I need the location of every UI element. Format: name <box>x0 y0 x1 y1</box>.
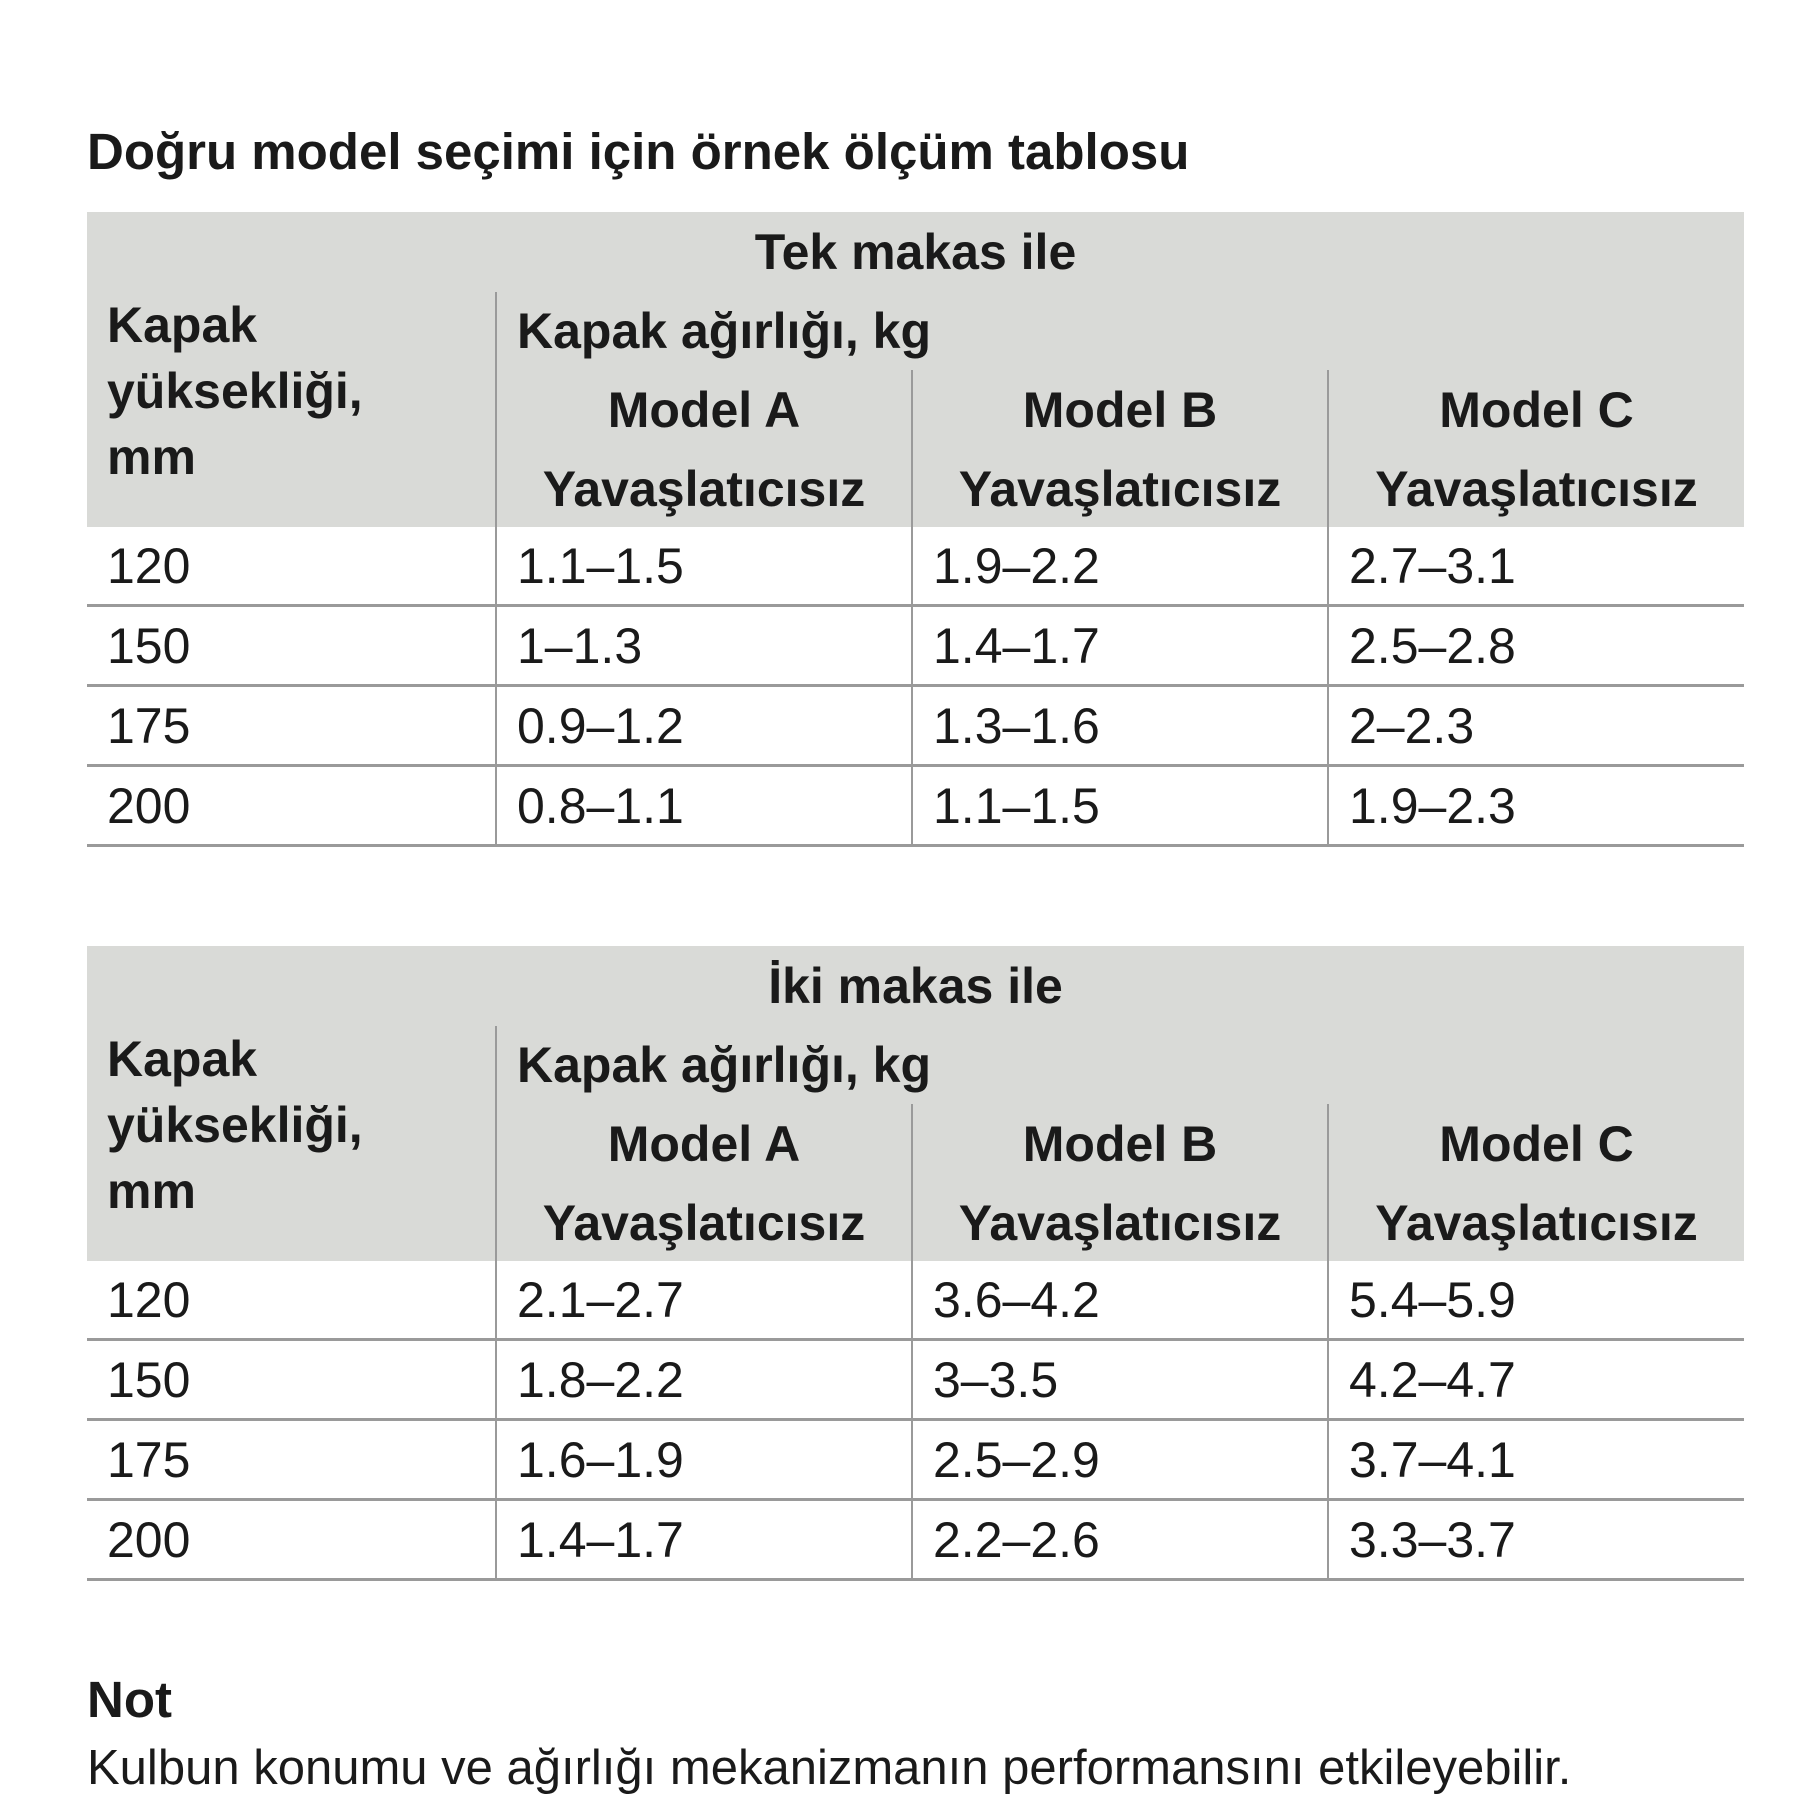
weight-range-cell: 3.6–4.2 <box>911 1261 1328 1341</box>
table-row: 175 1.6–1.9 2.5–2.9 3.7–4.1 <box>87 1419 1745 1501</box>
height-cell: 120 <box>87 1261 496 1341</box>
model-header: Model C <box>1326 370 1745 450</box>
weight-range-cell: 2.7–3.1 <box>1326 527 1745 607</box>
weight-range-cell: 1.9–2.3 <box>1326 765 1745 847</box>
single-hinge-table: Tek makas ile Kapak yüksekliği, mm Kapak ağı… <box>87 212 1745 847</box>
model-header: Model C <box>1326 1104 1745 1184</box>
model-header: Model B <box>911 1104 1328 1184</box>
header-line: yüksekliği, <box>107 1097 363 1153</box>
weight-range-cell: 2.2–2.6 <box>911 1499 1328 1581</box>
subheader-without-damper: Yavaşlatıcısız <box>495 1184 912 1261</box>
height-cell: 175 <box>87 1419 496 1501</box>
weight-range-cell: 1.1–1.5 <box>495 527 912 607</box>
model-header: Model A <box>495 370 912 450</box>
height-cell: 120 <box>87 527 496 607</box>
weight-header: Kapak ağırlığı, kg <box>494 292 1745 370</box>
note-text: Kulbun konumu ve ağırlığı mekanizmanın p… <box>87 1741 1572 1795</box>
weight-range-cell: 3–3.5 <box>911 1339 1328 1421</box>
header-line: Kapak <box>107 297 258 353</box>
weight-range-cell: 3.7–4.1 <box>1326 1419 1745 1501</box>
weight-range-cell: 1–1.3 <box>495 605 912 687</box>
subheader-without-damper: Yavaşlatıcısız <box>911 1184 1328 1261</box>
weight-range-cell: 2–2.3 <box>1326 685 1745 767</box>
weight-range-cell: 2.1–2.7 <box>495 1261 912 1341</box>
weight-range-cell: 0.8–1.1 <box>495 765 912 847</box>
height-cell: 150 <box>87 605 496 687</box>
weight-range-cell: 2.5–2.8 <box>1326 605 1745 687</box>
model-header: Model B <box>911 370 1328 450</box>
weight-range-cell: 0.9–1.2 <box>495 685 912 767</box>
weight-range-cell: 1.4–1.7 <box>911 605 1328 687</box>
header-line: yüksekliği, <box>107 363 363 419</box>
table-row: 200 0.8–1.1 1.1–1.5 1.9–2.3 <box>87 765 1745 847</box>
weight-range-cell: 1.8–2.2 <box>495 1339 912 1421</box>
weight-range-cell: 1.9–2.2 <box>911 527 1328 607</box>
header-line: mm <box>107 429 196 485</box>
table-row: 150 1.8–2.2 3–3.5 4.2–4.7 <box>87 1339 1745 1421</box>
model-header: Model A <box>495 1104 912 1184</box>
subheader-without-damper: Yavaşlatıcısız <box>1326 1184 1745 1261</box>
height-cell: 200 <box>87 765 496 847</box>
page-title: Doğru model seçimi için örnek ölçüm tabl… <box>87 123 1190 180</box>
double-hinge-table: İki makas ile Kapak yüksekliği, mm Kapak ağı… <box>87 946 1745 1581</box>
weight-range-cell: 1.4–1.7 <box>495 1499 912 1581</box>
table-row: 120 1.1–1.5 1.9–2.2 2.7–3.1 <box>87 527 1745 607</box>
table-row: 120 2.1–2.7 3.6–4.2 5.4–5.9 <box>87 1261 1745 1341</box>
height-column-header: Kapak yüksekliği, mm <box>87 292 496 527</box>
note-heading: Not <box>87 1671 172 1728</box>
table-row: 150 1–1.3 1.4–1.7 2.5–2.8 <box>87 605 1745 687</box>
subheader-without-damper: Yavaşlatıcısız <box>911 450 1328 527</box>
table-row: 175 0.9–1.2 1.3–1.6 2–2.3 <box>87 685 1745 767</box>
table-caption: Tek makas ile <box>87 212 1745 292</box>
table-caption: İki makas ile <box>87 946 1745 1026</box>
height-cell: 150 <box>87 1339 496 1421</box>
height-column-header: Kapak yüksekliği, mm <box>87 1026 496 1261</box>
weight-range-cell: 4.2–4.7 <box>1326 1339 1745 1421</box>
subheader-without-damper: Yavaşlatıcısız <box>1326 450 1745 527</box>
height-cell: 200 <box>87 1499 496 1581</box>
header-line: mm <box>107 1163 196 1219</box>
weight-range-cell: 1.6–1.9 <box>495 1419 912 1501</box>
header-line: Kapak <box>107 1031 258 1087</box>
height-cell: 175 <box>87 685 496 767</box>
weight-header: Kapak ağırlığı, kg <box>494 1026 1745 1104</box>
weight-range-cell: 3.3–3.7 <box>1326 1499 1745 1581</box>
weight-range-cell: 1.1–1.5 <box>911 765 1328 847</box>
weight-range-cell: 2.5–2.9 <box>911 1419 1328 1501</box>
table-row: 200 1.4–1.7 2.2–2.6 3.3–3.7 <box>87 1499 1745 1581</box>
subheader-without-damper: Yavaşlatıcısız <box>495 450 912 527</box>
weight-range-cell: 5.4–5.9 <box>1326 1261 1745 1341</box>
weight-range-cell: 1.3–1.6 <box>911 685 1328 767</box>
